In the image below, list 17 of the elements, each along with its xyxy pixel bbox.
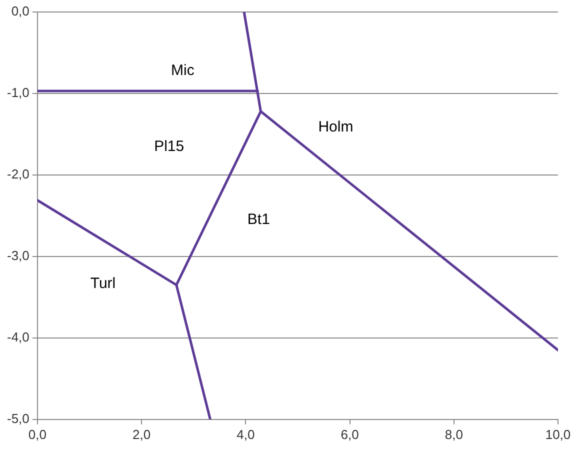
annotation: Mic (170, 62, 195, 79)
annotation: Pl15 (154, 138, 184, 155)
annotation: Bt1 (247, 210, 270, 228)
x-tick-label: 10,0 (545, 426, 571, 442)
x-tick-label: 8,0 (444, 426, 463, 442)
y-tick-label: -3,0 (6, 248, 30, 264)
annotation: Holm (318, 118, 354, 136)
y-tick-label: -4,0 (6, 330, 30, 344)
y-tick-label: -5,0 (6, 410, 30, 426)
x-tick-label: 4,0 (236, 426, 255, 442)
x-tick-label: 2,0 (132, 426, 151, 442)
y-tick-label: 0,0 (11, 4, 30, 19)
annotation: Turl (90, 274, 116, 292)
x-tick-label: 6,0 (340, 426, 359, 442)
x-tick-label: 0,0 (28, 426, 46, 442)
y-tick-label: -2,0 (6, 166, 30, 182)
y-tick-label: -1,0 (6, 85, 30, 100)
